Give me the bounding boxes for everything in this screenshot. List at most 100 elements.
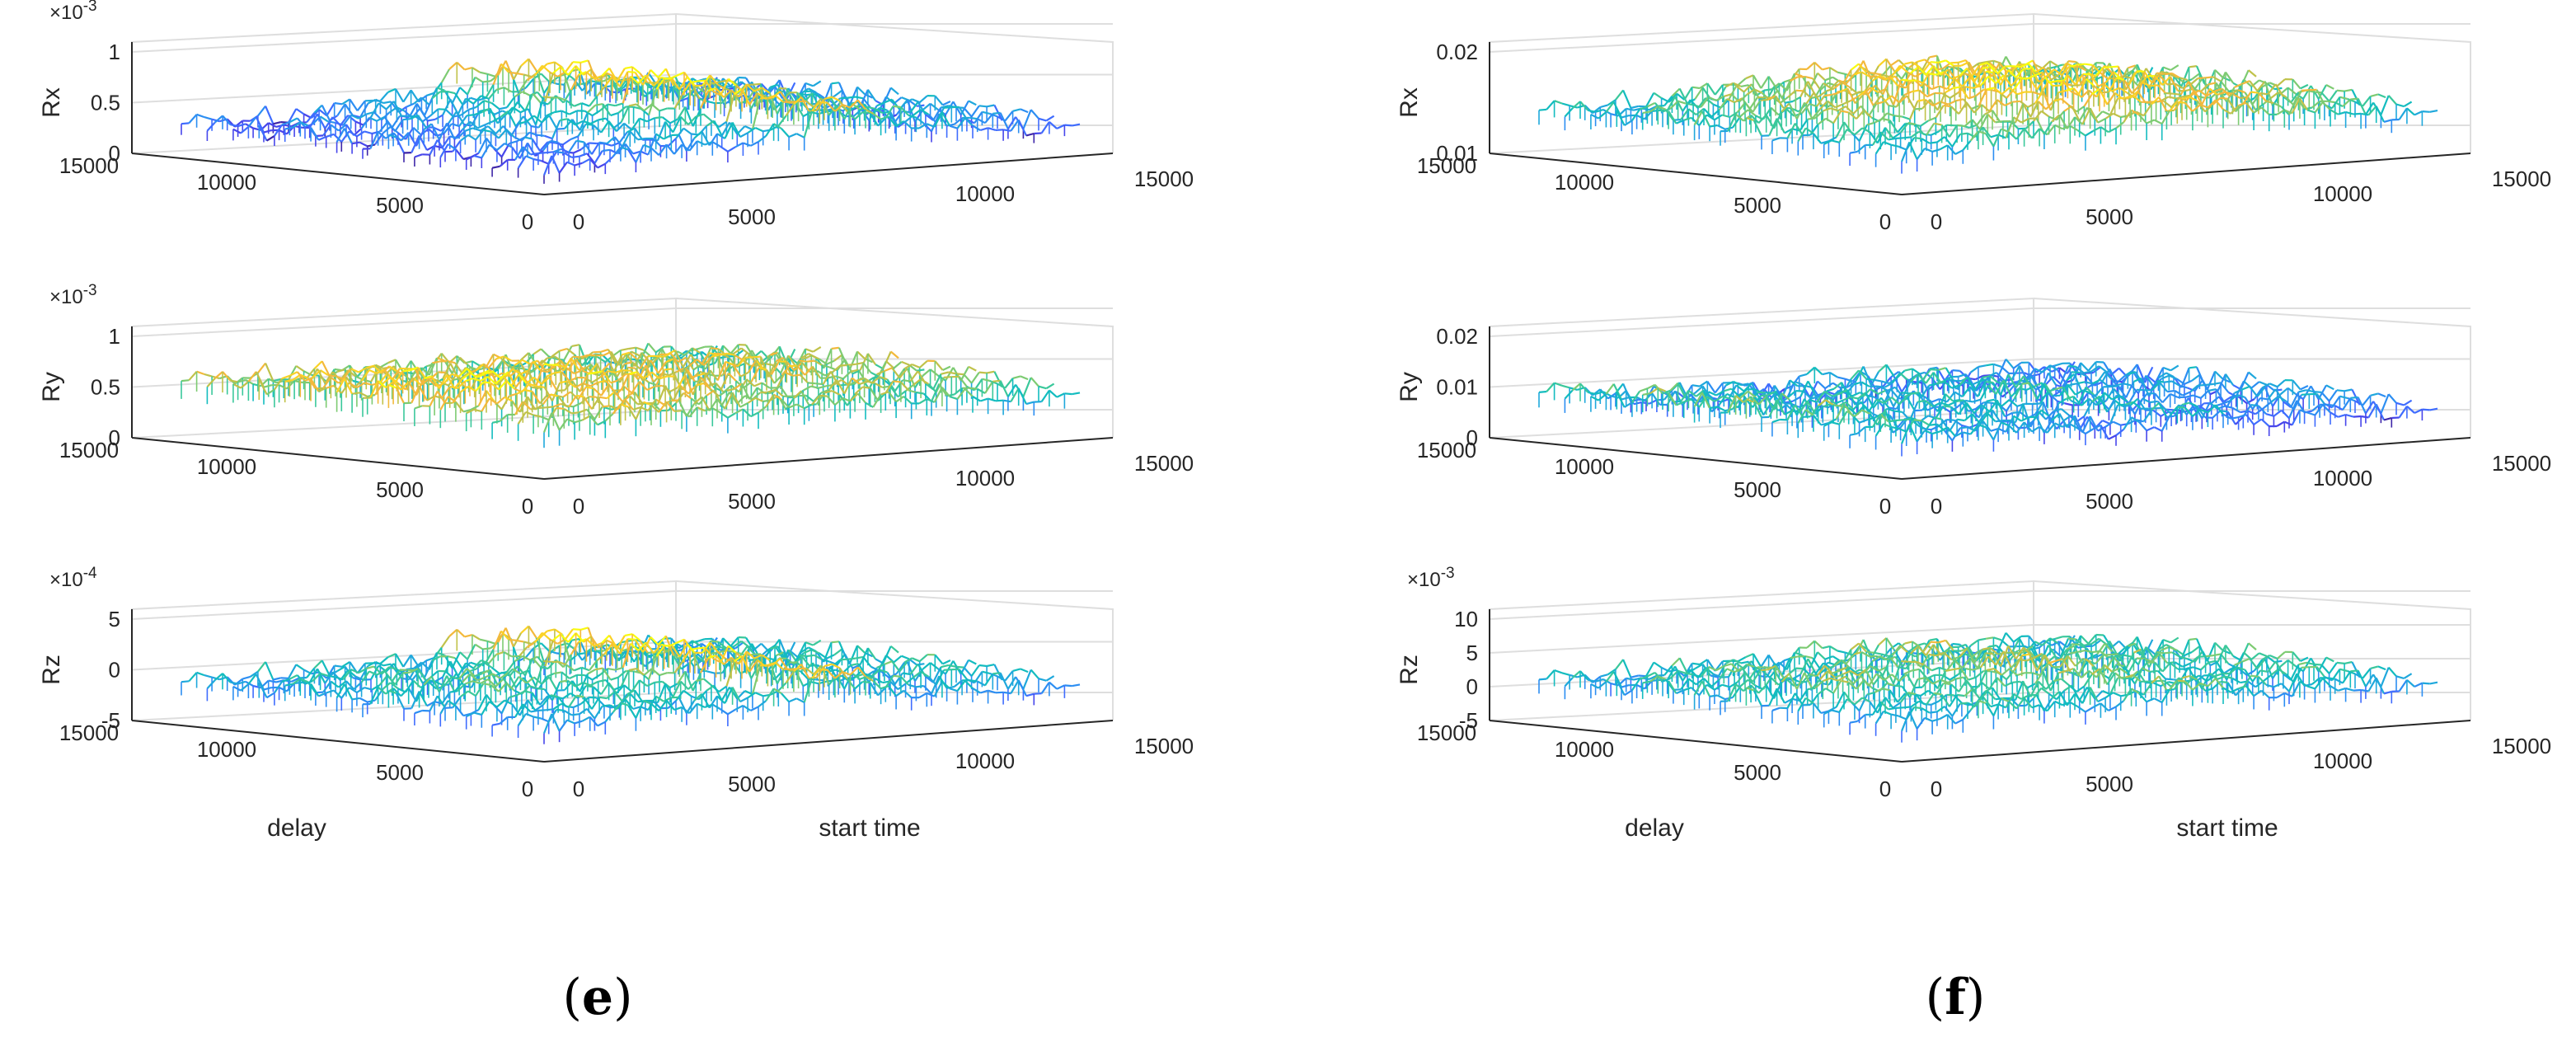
mesh-segment (842, 670, 851, 676)
mesh-segment (503, 651, 513, 658)
mesh-segment (273, 124, 284, 137)
mesh-segment (594, 706, 603, 720)
mesh-segment (934, 360, 944, 371)
mesh-segment (754, 397, 764, 403)
mesh-segment (455, 148, 464, 160)
mesh-segment (578, 638, 587, 643)
mesh-segment (968, 659, 977, 665)
mesh-segment (577, 82, 586, 86)
mesh-segment (879, 669, 888, 674)
mesh-segment (537, 134, 545, 137)
mesh-segment (1692, 86, 1701, 90)
mesh-segment (516, 389, 525, 395)
mesh-segment (908, 114, 917, 119)
mesh-segment (635, 144, 645, 163)
mesh-segment (695, 382, 704, 387)
mesh-segment (758, 406, 767, 414)
mesh-segment (389, 376, 399, 384)
mesh-segment (568, 695, 578, 708)
mesh-segment (848, 87, 859, 106)
mesh-segment (1040, 389, 1050, 402)
mesh-segment (617, 670, 627, 678)
mesh-segment (1763, 88, 1772, 92)
mesh-segment (941, 105, 949, 109)
mesh-segment (492, 63, 502, 86)
mesh-segment (795, 102, 805, 117)
mesh-segment (512, 106, 521, 114)
mesh-segment (826, 101, 836, 112)
mesh-segment (761, 382, 771, 389)
mesh-segment (525, 647, 534, 659)
mesh-segment (692, 672, 702, 692)
mesh-segment (707, 87, 716, 92)
mesh-segment (592, 110, 601, 117)
mesh-segment (866, 675, 875, 679)
mesh-segment (411, 385, 420, 404)
mesh-segment (612, 146, 622, 157)
mesh-segment (500, 671, 509, 679)
mesh-segment (620, 348, 629, 351)
mesh-segment (412, 679, 422, 689)
mesh-segment (279, 129, 288, 135)
mesh-segment (539, 695, 549, 706)
mesh-segment (696, 655, 705, 664)
mesh-segment (620, 146, 629, 151)
mesh-segment (753, 382, 762, 387)
mesh-segment (734, 350, 744, 357)
mesh-segment (774, 94, 784, 103)
mesh-segment (750, 141, 759, 147)
mesh-segment (444, 706, 453, 709)
mesh-segment (499, 414, 509, 422)
mesh-segment (188, 114, 198, 124)
mesh-segment (281, 121, 290, 126)
mesh-segment (322, 124, 332, 137)
mesh-segment (322, 680, 332, 693)
mesh-segment (748, 92, 758, 106)
mesh-segment (213, 115, 223, 124)
mesh-segment (812, 639, 822, 646)
mesh-segment (1012, 668, 1021, 672)
mesh-segment (281, 374, 290, 380)
mesh-segment (610, 379, 619, 384)
mesh-segment (255, 674, 265, 691)
mesh-segment (432, 360, 440, 364)
mesh-segment (933, 387, 943, 403)
mesh-segment (655, 384, 663, 387)
mesh-segment (888, 115, 897, 128)
mesh-segment (533, 359, 543, 371)
mesh-segment (526, 641, 536, 648)
mesh-segment (656, 121, 667, 142)
mesh-segment (600, 682, 610, 695)
mesh-segment (467, 644, 476, 660)
mesh-segment (926, 692, 936, 697)
mesh-segment (431, 91, 441, 100)
mesh-segment (488, 143, 498, 151)
mesh-segment (577, 357, 586, 360)
mesh-segment (518, 142, 528, 159)
mesh-segment (349, 130, 358, 138)
mesh-segment (481, 107, 490, 113)
mesh-segment (672, 116, 682, 133)
mesh-segment (963, 107, 973, 118)
mesh-segment (655, 133, 664, 140)
mesh-segment (572, 61, 581, 63)
mesh-segment (810, 681, 819, 685)
mesh-segment (645, 641, 655, 654)
mesh-segment (748, 387, 758, 400)
mesh-segment (895, 120, 905, 128)
mesh-segment (492, 631, 502, 650)
mesh-segment (697, 372, 706, 377)
mesh-segment (640, 150, 649, 156)
mesh-segment (745, 356, 753, 359)
mesh-segment (1040, 681, 1050, 694)
mesh-segment (359, 141, 368, 148)
mesh-segment (657, 361, 667, 374)
mesh-segment (608, 363, 618, 378)
mesh-segment (734, 142, 744, 148)
mesh-segment (352, 677, 361, 681)
mesh-segment (628, 103, 637, 107)
mesh-segment (784, 371, 793, 377)
mesh-segment (358, 113, 367, 120)
mesh-segment (330, 124, 340, 132)
mesh-segment (710, 347, 719, 350)
